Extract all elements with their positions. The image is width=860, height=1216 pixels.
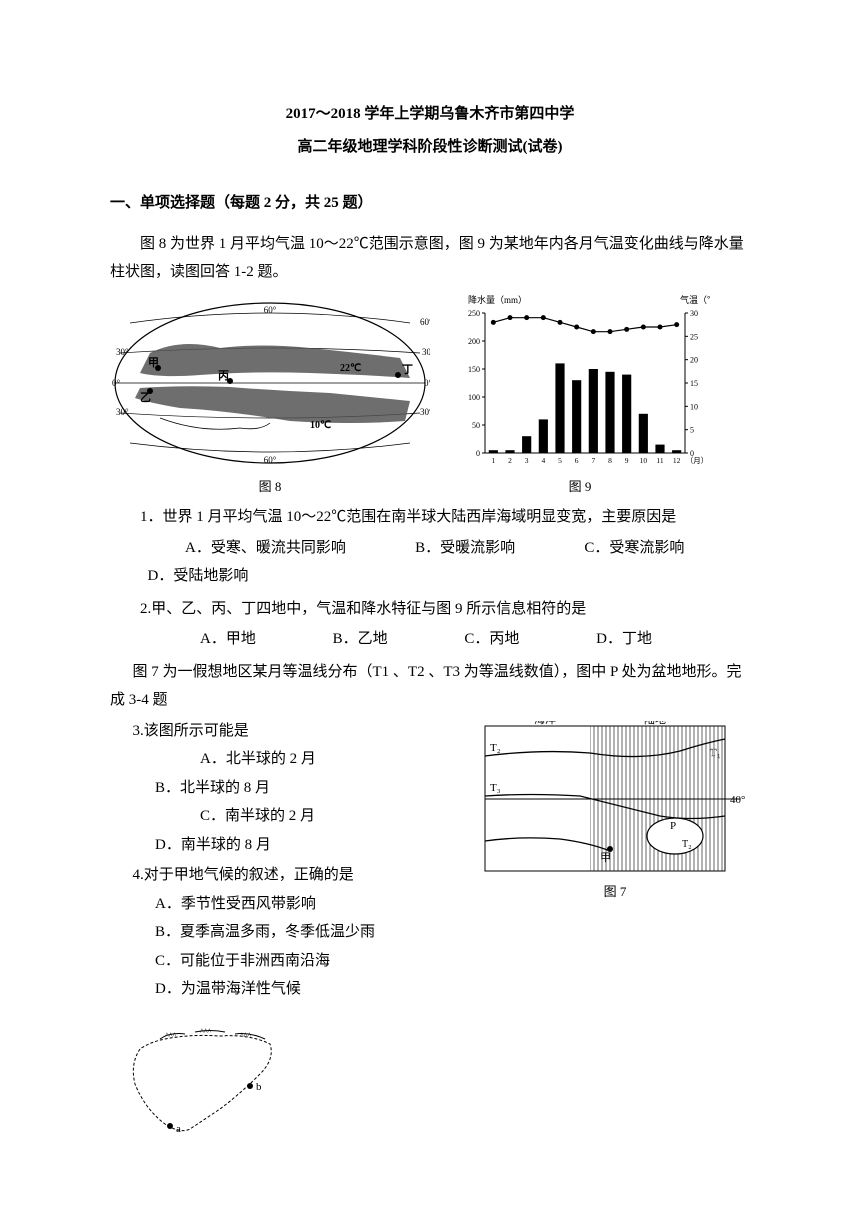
svg-text:150: 150 — [468, 365, 480, 374]
svg-text:甲: 甲 — [148, 356, 159, 369]
svg-text:30°: 30° — [116, 407, 129, 417]
q4-opt-c: C．可能位于非洲西南沿海 — [110, 947, 750, 976]
svg-text:30°: 30° — [420, 407, 430, 417]
svg-text:100: 100 — [468, 393, 480, 402]
figure-7: 海洋 陆地 T₂ T₁ T₃ 40° P T₂ 甲 图 7 — [480, 721, 750, 905]
q1-opt-a: A．受寒、暖流共同影响 — [148, 534, 346, 563]
title-line-1: 2017～2018 学年上学期乌鲁木齐市第四中学 — [110, 100, 750, 129]
q3-opt-c: C．南半球的 2 月 — [155, 802, 315, 831]
svg-text:9: 9 — [625, 456, 629, 465]
svg-text:40°: 40° — [730, 794, 745, 806]
q3-opt-a: A．北半球的 2 月 — [155, 745, 316, 774]
q3-opt-b: B．北半球的 8 月 — [110, 774, 270, 803]
svg-text:T₂: T₂ — [682, 839, 692, 850]
question-1: 1．世界 1 月平均气温 10～22℃范围在南半球大陆西岸海域明显变宽，主要原因… — [110, 503, 750, 591]
q34-block: 海洋 陆地 T₂ T₁ T₃ 40° P T₂ 甲 图 7 3.该图所示可能是 … — [110, 717, 750, 1004]
figure-9: 降水量（mm） 气温（℃） 050100150200250 0510152025… — [450, 293, 710, 500]
isotherm-map-svg: 海洋 陆地 T₂ T₁ T₃ 40° P T₂ 甲 — [480, 721, 750, 876]
svg-text:P: P — [670, 820, 676, 832]
svg-text:30°: 30° — [422, 347, 430, 357]
svg-text:25: 25 — [690, 332, 698, 341]
q2-options: A．甲地 B．乙地 C．丙地 D．丁地 — [110, 625, 750, 654]
q4-opt-b: B．夏季高温多雨，冬季低温少雨 — [110, 918, 750, 947]
world-map-svg: 60° 60° 30° 30° 0° 0° 30° 30° 60° 22℃ 10… — [110, 293, 430, 473]
svg-text:丁: 丁 — [402, 363, 413, 376]
svg-text:海洋: 海洋 — [534, 721, 556, 726]
svg-text:15: 15 — [690, 379, 698, 388]
svg-text:30°: 30° — [116, 347, 129, 357]
q1-options: A．受寒、暖流共同影响 B．受暖流影响 C．受寒流影响 D．受陆地影响 — [110, 534, 750, 591]
fig8-caption: 图 8 — [110, 475, 430, 500]
svg-text:T₃: T₃ — [490, 782, 501, 794]
q2-opt-d: D．丁地 — [551, 625, 652, 654]
svg-text:5: 5 — [558, 456, 562, 465]
svg-text:甲: 甲 — [600, 852, 611, 864]
q1-opt-c: C．受寒流影响 — [547, 534, 685, 563]
svg-text:11: 11 — [656, 456, 663, 465]
svg-text:5: 5 — [690, 425, 694, 434]
svg-text:22℃: 22℃ — [340, 363, 361, 374]
svg-text:4: 4 — [541, 456, 545, 465]
q3-opt-d: D．南半球的 8 月 — [110, 831, 271, 860]
intro-q12: 图 8 为世界 1 月平均气温 10～22℃范围示意图，图 9 为某地年内各月气… — [110, 230, 750, 287]
svg-text:^^^: ^^^ — [165, 1031, 177, 1040]
svg-text:乙: 乙 — [140, 391, 151, 404]
svg-text:10℃: 10℃ — [310, 420, 331, 431]
svg-text:b: b — [256, 1081, 262, 1093]
svg-text:丙: 丙 — [218, 369, 229, 382]
svg-text:7: 7 — [591, 456, 595, 465]
svg-text:气温（℃）: 气温（℃） — [680, 294, 710, 305]
svg-text:200: 200 — [468, 337, 480, 346]
svg-text:12: 12 — [673, 456, 681, 465]
svg-text:0: 0 — [476, 449, 480, 458]
svg-text:1: 1 — [491, 456, 495, 465]
svg-text:250: 250 — [468, 309, 480, 318]
svg-text:3: 3 — [525, 456, 529, 465]
q1-opt-d: D．受陆地影响 — [110, 562, 248, 591]
svg-text:30: 30 — [690, 309, 698, 318]
q2-opt-b: B．乙地 — [288, 625, 388, 654]
svg-text:降水量（mm）: 降水量（mm） — [468, 294, 527, 305]
svg-text:0°: 0° — [424, 378, 430, 388]
question-2: 2.甲、乙、丙、丁四地中，气温和降水特征与图 9 所示信息相符的是 A．甲地 B… — [110, 595, 750, 654]
figure-8: 60° 60° 30° 30° 0° 0° 30° 30° 60° 22℃ 10… — [110, 293, 430, 500]
svg-text:^^^: ^^^ — [200, 1027, 212, 1036]
svg-text:60°: 60° — [420, 317, 430, 327]
svg-text:10: 10 — [690, 402, 698, 411]
intro-q34: 图 7 为一假想地区某月等温线分布（T1 、T2 、T3 为等温线数值），图中 … — [110, 658, 750, 715]
svg-text:（月）: （月） — [686, 456, 709, 465]
svg-text:0°: 0° — [112, 378, 121, 388]
svg-text:60°: 60° — [264, 305, 277, 315]
svg-text:^^^: ^^^ — [240, 1031, 252, 1040]
svg-text:8: 8 — [608, 456, 612, 465]
section-1-header: 一、单项选择题（每题 2 分，共 25 题） — [110, 189, 750, 218]
fig7-caption: 图 7 — [480, 880, 750, 905]
svg-text:2: 2 — [508, 456, 512, 465]
q2-text: 2.甲、乙、丙、丁四地中，气温和降水特征与图 9 所示信息相符的是 — [110, 595, 750, 624]
svg-text:20: 20 — [690, 355, 698, 364]
q4-opt-d: D．为温带海洋性气候 — [110, 975, 750, 1004]
climate-chart-svg: 降水量（mm） 气温（℃） 050100150200250 0510152025… — [450, 293, 710, 473]
svg-text:T₁: T₁ — [710, 747, 721, 759]
svg-text:a: a — [176, 1123, 181, 1135]
q2-opt-c: C．丙地 — [419, 625, 519, 654]
svg-text:60°: 60° — [264, 455, 277, 465]
bottom-outline-map: ^^^ ^^^ ^^^ a b — [110, 1024, 750, 1144]
q1-text: 1．世界 1 月平均气温 10～22℃范围在南半球大陆西岸海域明显变宽，主要原因… — [110, 503, 750, 532]
svg-text:50: 50 — [472, 421, 480, 430]
q2-opt-a: A．甲地 — [155, 625, 256, 654]
india-outline-svg: ^^^ ^^^ ^^^ a b — [110, 1024, 310, 1144]
q1-opt-b: B．受暖流影响 — [378, 534, 516, 563]
svg-text:T₂: T₂ — [490, 742, 501, 754]
svg-text:6: 6 — [575, 456, 579, 465]
figures-row: 60° 60° 30° 30° 0° 0° 30° 30° 60° 22℃ 10… — [110, 293, 750, 500]
title-line-2: 高二年级地理学科阶段性诊断测试(试卷) — [110, 133, 750, 162]
fig9-caption: 图 9 — [450, 475, 710, 500]
svg-text:陆地: 陆地 — [644, 721, 666, 726]
svg-text:10: 10 — [640, 456, 648, 465]
